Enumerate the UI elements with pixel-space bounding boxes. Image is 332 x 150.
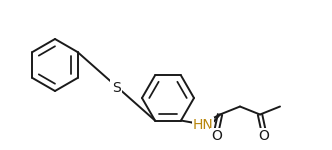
Text: S: S [112, 81, 121, 95]
Text: HN: HN [193, 118, 213, 132]
Text: O: O [259, 129, 270, 143]
Text: O: O [211, 129, 222, 143]
